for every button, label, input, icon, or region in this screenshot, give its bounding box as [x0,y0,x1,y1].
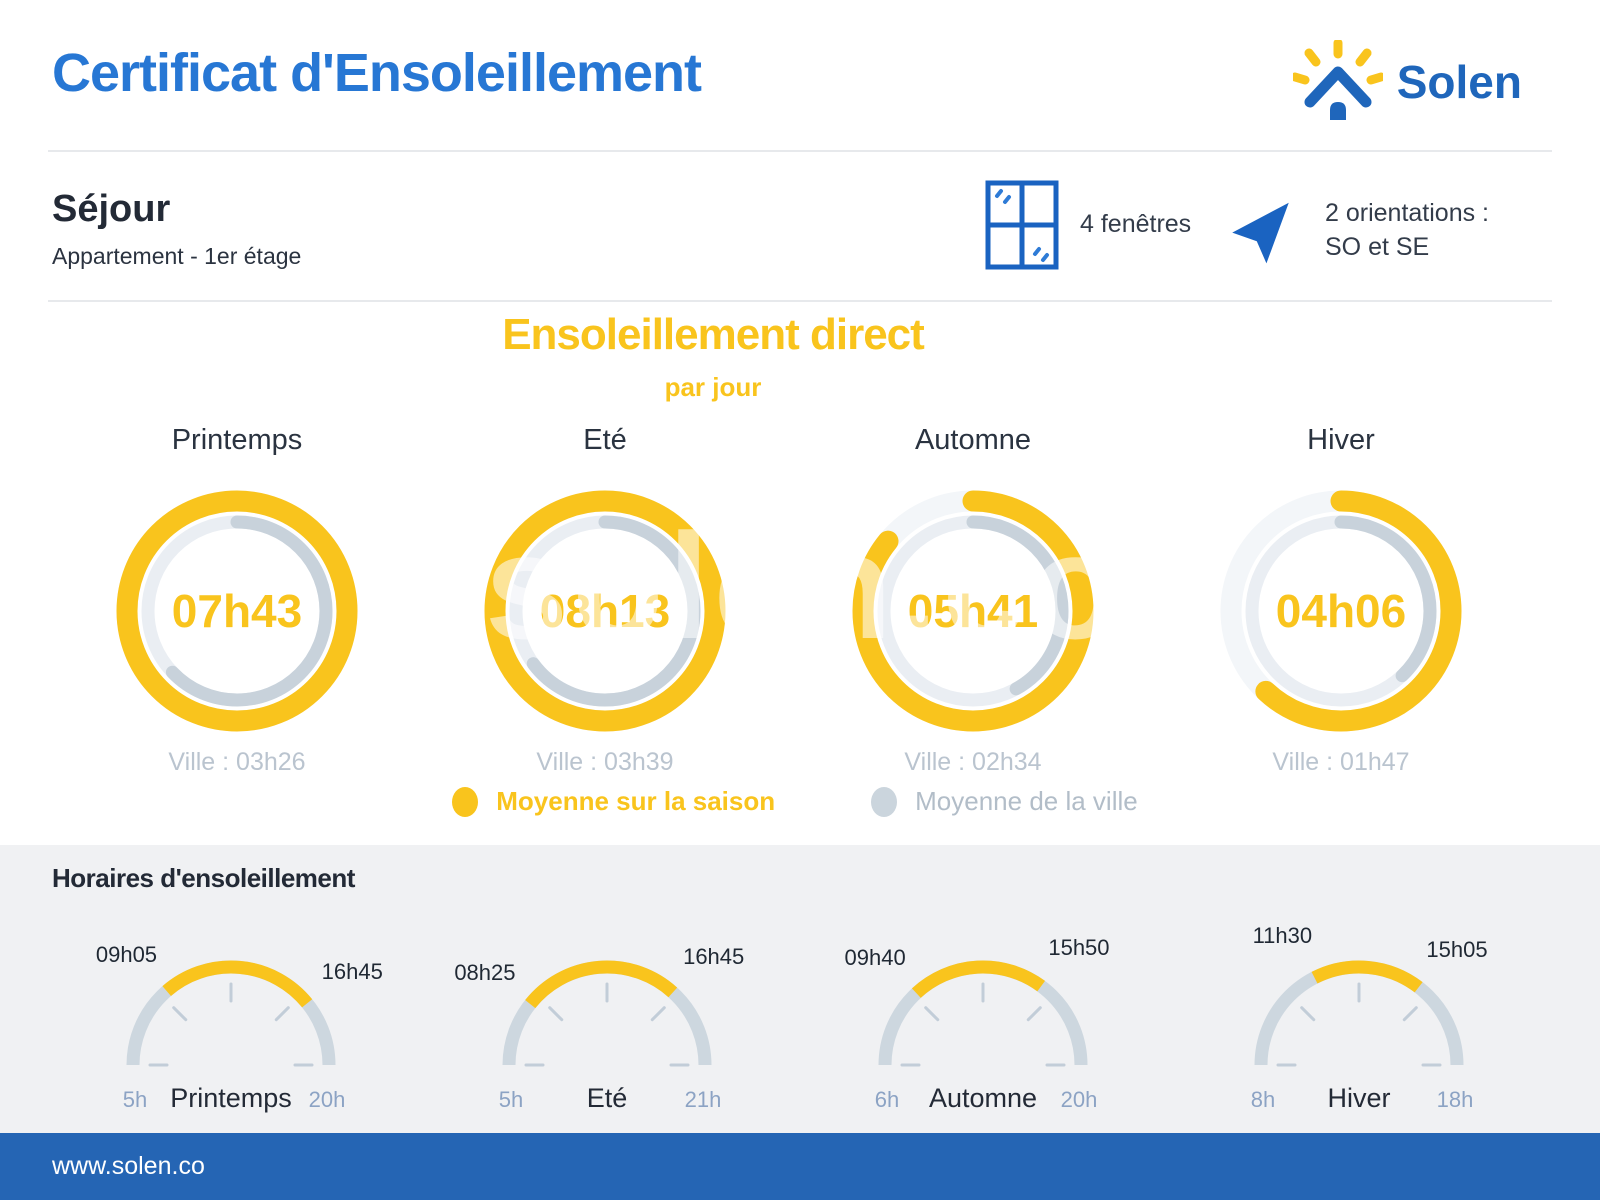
donut-gauge-ete: 08h13 [480,486,730,736]
sun-end-time: 15h05 [1426,936,1488,962]
legend-label-season: Moyenne sur la saison [496,786,776,816]
city-average-label: Ville : 03h39 [536,748,674,776]
brand-logo: Solen [1292,40,1522,124]
footer-url: www.solen.co [52,1152,205,1180]
sunlight-hours-section: Horaires d'ensoleillement 09h05 16h45 5h… [0,845,1600,1133]
sun-start-time: 09h40 [844,944,906,970]
hours-gauge-svg [1254,960,1464,1067]
season-column-hiver: Hiver 04h06 Ville : 01h47 [1157,424,1525,777]
sun-end-time: 15h50 [1048,934,1110,960]
sunlight-hours-title: Horaires d'ensoleillement [52,863,355,893]
legend-dot-season [452,786,479,817]
direct-sunlight-title: Ensoleillement direct [502,310,925,359]
legend-label-city: Moyenne de la ville [915,786,1138,816]
city-average-label: Ville : 02h34 [904,748,1042,776]
season-title: Hiver [1307,424,1375,456]
donut-gauge-svg [484,490,726,732]
sun-end-time: 16h45 [321,959,383,985]
donut-gauge-printemps: 07h43 [112,486,362,736]
room-average-value: 05h41 [907,585,1039,637]
scale-max-label: 20h [1060,1087,1098,1112]
orientations-label: 2 orientations : SO et SE [1325,196,1489,264]
footer-bar: www.solen.co [0,1133,1600,1200]
brand-name: Solen [1396,56,1522,108]
scale-max-label: 21h [684,1087,722,1112]
direct-sunlight-subtitle: par jour [664,372,762,402]
hours-gauge-svg [502,960,712,1067]
window-icon [985,180,1059,275]
donut-gauge-hiver: 04h06 [1216,486,1466,736]
sun-start-time: 09h05 [95,941,158,967]
room-average-value: 08h13 [539,585,671,637]
gauge-season-label: Eté [586,1083,628,1113]
scale-min-label: 5h [122,1087,148,1112]
orientation-arrow-icon [1228,192,1304,269]
room-average-value: 07h43 [171,585,303,637]
legend: Moyenne sur la saison Moyenne de la vill… [0,786,1590,817]
scale-min-label: 5h [498,1087,524,1112]
windows-count-label: 4 fenêtres [1080,210,1192,238]
season-column-ete: Eté 08h13 Ville : 03h39 [421,424,789,777]
scale-min-label: 6h [874,1087,900,1112]
scale-max-label: 20h [308,1087,346,1112]
sun-start-time: 11h30 [1252,923,1313,949]
orientations-line1: 2 orientations : [1325,199,1489,227]
city-average-label: Ville : 01h47 [1272,748,1410,776]
header-divider [48,150,1552,152]
season-title: Eté [583,424,627,456]
donut-gauge-svg [852,490,1094,732]
season-column-automne: Automne 05h41 Ville : 02h34 [789,424,1157,777]
room-name: Séjour [52,188,171,230]
season-title: Automne [914,424,1032,456]
hours-gauge-svg [126,960,336,1067]
legend-item-city: Moyenne de la ville [871,786,1138,817]
hours-gauge-ete: 08h25 16h45 5h 21h Eté [419,935,795,1125]
hours-gauge-printemps: 09h05 16h45 5h 20h Printemps [43,935,419,1125]
city-average-label: Ville : 03h26 [168,748,306,776]
gauge-season-label: Printemps [170,1083,292,1113]
gauge-row: 09h05 16h45 5h 20h Printemps 08h25 16h45… [43,923,1547,1125]
hours-gauge-automne: 09h40 15h50 6h 20h Automne [795,935,1171,1125]
room-details: Appartement - 1er étage [52,243,302,269]
room-average-value: 04h06 [1275,585,1407,637]
solen-sun-house-icon [1292,40,1383,120]
page-title: Certificat d'Ensoleillement [52,43,702,103]
donut-gauge-automne: 05h41 [848,486,1098,736]
scale-min-label: 8h [1250,1087,1276,1112]
sun-end-time: 16h45 [683,943,745,969]
scale-max-label: 18h [1436,1087,1474,1112]
hours-gauge-hiver: 11h30 15h05 8h 18h Hiver [1171,923,1547,1125]
legend-dot-city [871,786,898,817]
legend-item-season: Moyenne sur la saison [452,786,775,817]
season-column-printemps: Printemps 07h43 Ville : 03h26 [53,424,421,777]
sun-start-time: 08h25 [454,960,516,986]
gauge-season-label: Automne [928,1083,1038,1113]
orientations-line2: SO et SE [1325,233,1430,261]
hours-gauge-svg [878,960,1088,1067]
season-donut-row: Printemps 07h43 Ville : 03h26 Eté 08h13 … [53,424,1525,777]
section-divider [48,300,1552,302]
gauge-season-label: Hiver [1327,1083,1391,1113]
donut-gauge-svg [116,490,358,732]
season-title: Printemps [171,424,303,456]
donut-gauge-svg [1220,490,1462,732]
